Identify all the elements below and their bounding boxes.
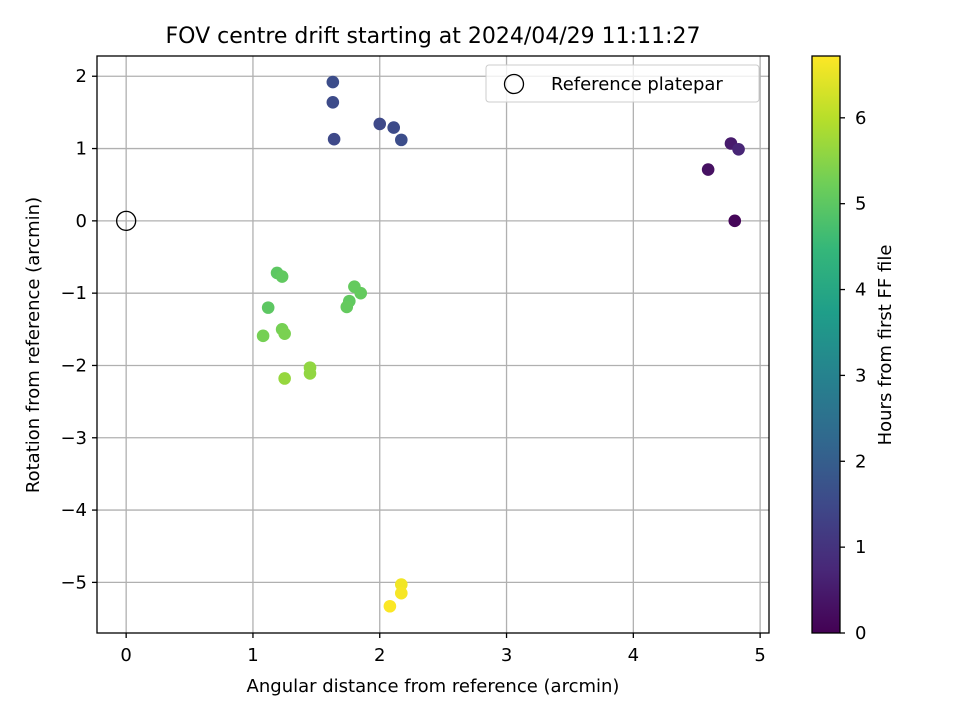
- chart-title: FOV centre drift starting at 2024/04/29 …: [166, 24, 701, 49]
- grid-lines: [97, 56, 769, 633]
- y-tick-label: 2: [76, 66, 87, 87]
- y-tick-label: −5: [60, 572, 87, 593]
- x-axis-label: Angular distance from reference (arcmin): [247, 676, 620, 697]
- colorbar-tick-label: 5: [855, 194, 866, 215]
- colorbar-tick-label: 1: [855, 537, 866, 558]
- y-tick-label: −1: [60, 283, 87, 304]
- y-tick-label: 0: [76, 211, 87, 232]
- data-point: [278, 372, 291, 385]
- colorbar-tick-label: 0: [855, 623, 866, 644]
- colorbar-tick-label: 3: [855, 365, 866, 386]
- data-point: [275, 270, 289, 283]
- data-point: [732, 142, 745, 156]
- data-point: [387, 121, 400, 134]
- x-tick-label: 3: [501, 645, 512, 666]
- data-point: [256, 329, 270, 343]
- data-point: [373, 117, 387, 131]
- legend-reference-marker: [503, 73, 525, 95]
- reference-platepar-marker: [116, 210, 137, 232]
- x-axis-ticks: 0 1 2 3 4 5: [120, 633, 766, 666]
- colorbar-tick-label: 4: [855, 280, 866, 301]
- data-point: [395, 586, 408, 600]
- plot-frame: [96, 55, 770, 634]
- x-tick-label: 0: [120, 645, 131, 666]
- data-points: [256, 75, 745, 613]
- y-axis-label: Rotation from reference (arcmin): [23, 197, 44, 493]
- data-point: [701, 163, 715, 176]
- data-point: [326, 95, 340, 109]
- x-tick-label: 2: [374, 645, 385, 666]
- data-point: [383, 599, 397, 613]
- y-axis-ticks: 2 1 0 −1 −2 −3 −4 −5: [60, 66, 97, 593]
- data-point: [340, 300, 354, 314]
- y-tick-label: −3: [60, 428, 87, 449]
- colorbar-label: Hours from first FF file: [875, 245, 896, 446]
- data-point: [395, 133, 408, 147]
- data-point: [278, 327, 291, 340]
- y-tick-label: −4: [60, 500, 87, 521]
- y-tick-label: −2: [60, 355, 87, 376]
- data-point: [728, 214, 742, 228]
- colorbar-ticks: 0 1 2 3 4 5 6: [840, 108, 866, 644]
- legend: Reference platepar: [485, 64, 760, 103]
- data-point: [326, 75, 340, 89]
- x-tick-label: 1: [247, 645, 258, 666]
- x-tick-label: 5: [754, 645, 765, 666]
- colorbar: [811, 55, 841, 634]
- reference-marker-layer: [116, 210, 137, 232]
- data-point: [303, 367, 317, 380]
- colorbar-tick-label: 6: [855, 108, 866, 129]
- legend-entry-label: Reference platepar: [551, 74, 723, 95]
- data-point: [395, 578, 408, 591]
- colorbar-tick-label: 2: [855, 451, 866, 472]
- legend-frame: [485, 64, 760, 103]
- data-point: [261, 301, 275, 314]
- x-tick-label: 4: [628, 645, 639, 666]
- y-tick-label: 1: [76, 139, 87, 160]
- data-point: [354, 286, 368, 300]
- data-point: [327, 132, 341, 146]
